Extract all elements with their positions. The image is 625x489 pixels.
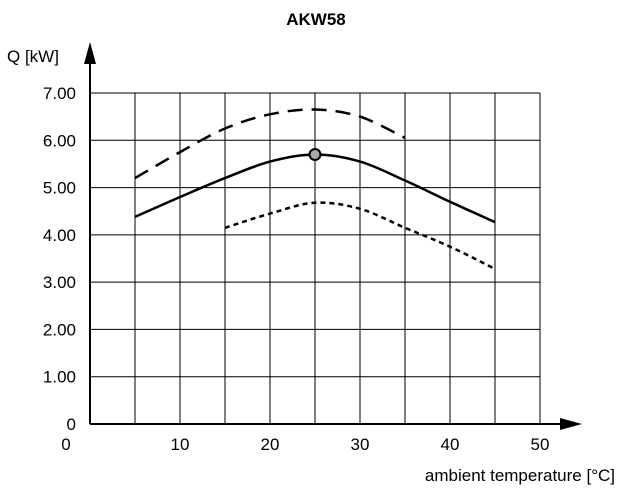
y-tick-label: 7.00 xyxy=(43,84,76,103)
x-tick-label: 0 xyxy=(61,435,70,454)
y-tick-label: 5.00 xyxy=(43,179,76,198)
marker-layer xyxy=(308,147,322,161)
y-tick-label: 4.00 xyxy=(43,226,76,245)
x-axis-label: ambient temperature [°C] xyxy=(425,466,615,485)
y-tick-label: 2.00 xyxy=(43,320,76,339)
y-axis-label: Q [kW] xyxy=(7,47,59,66)
x-axis: 0 10 20 30 40 50 ambient temperature [°C] xyxy=(61,418,615,485)
x-tick-label: 40 xyxy=(441,435,460,454)
y-tick-label: 0 xyxy=(67,415,76,434)
series-line-dotted xyxy=(224,201,496,271)
y-tick-label: 1.00 xyxy=(43,368,76,387)
x-tick-label: 50 xyxy=(531,435,550,454)
y-axis: Q [kW] 0 1.00 2.00 3.00 4.00 5.00 6.00 7.00 xyxy=(7,42,96,434)
y-tick-label: 6.00 xyxy=(43,131,76,150)
grid xyxy=(90,92,541,424)
x-tick-label: 10 xyxy=(171,435,190,454)
y-axis-arrow xyxy=(84,42,96,64)
chart-title: AKW58 xyxy=(286,10,346,29)
x-axis-arrow xyxy=(560,418,582,430)
series-line-dashed xyxy=(134,108,406,180)
x-tick-label: 30 xyxy=(351,435,370,454)
x-tick-label: 20 xyxy=(261,435,280,454)
highlight-point-marker xyxy=(308,147,322,161)
y-tick-label: 3.00 xyxy=(43,273,76,292)
